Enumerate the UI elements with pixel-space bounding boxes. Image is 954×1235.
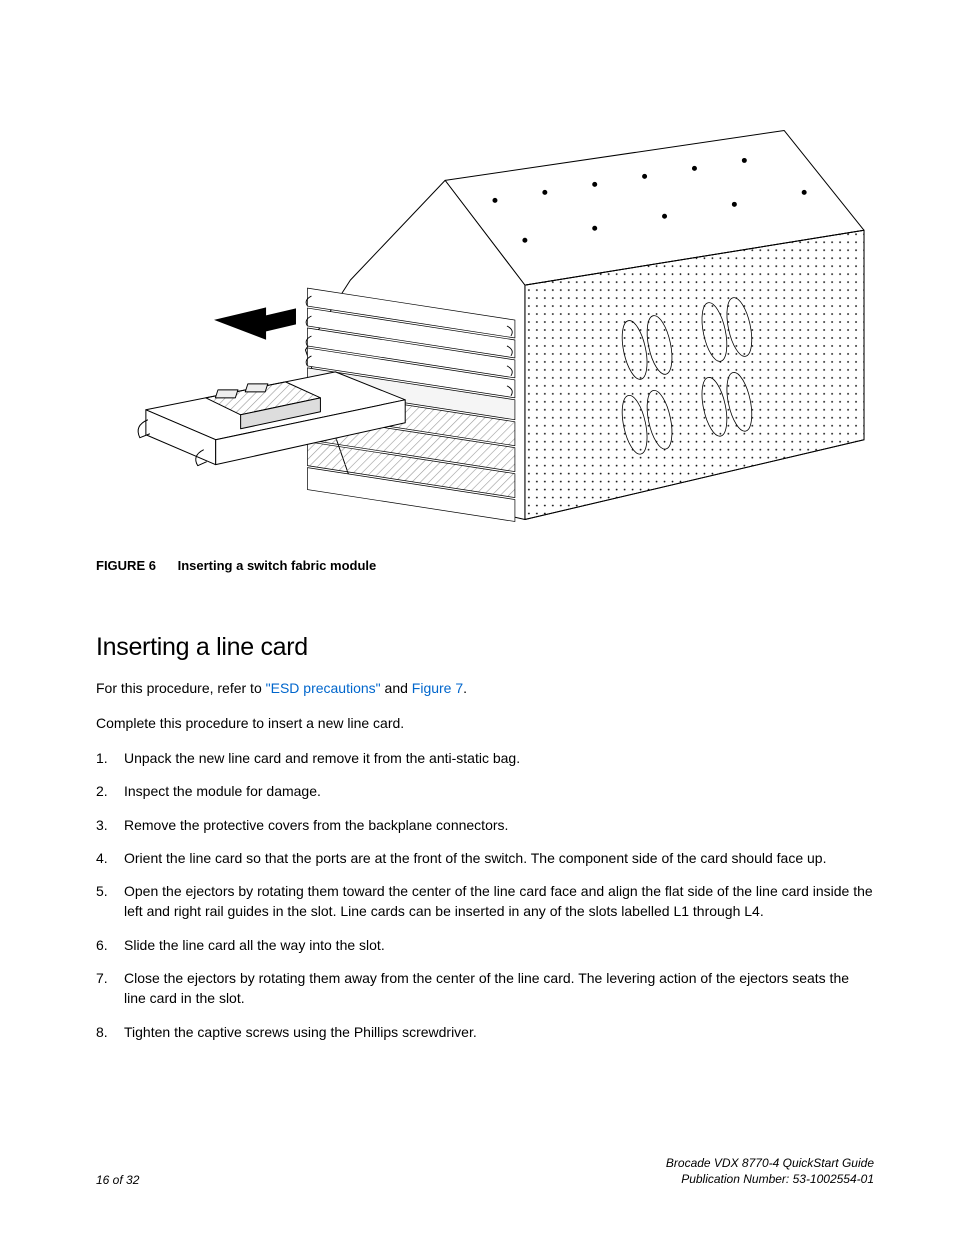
step-item: Open the ejectors by rotating them towar… xyxy=(96,881,874,922)
publication-number: Publication Number: 53-1002554-01 xyxy=(666,1171,874,1187)
figure-label: FIGURE 6 xyxy=(96,558,156,573)
page-footer: 16 of 32 Brocade VDX 8770-4 QuickStart G… xyxy=(96,1155,874,1187)
intro-suffix: . xyxy=(463,680,467,696)
figure-caption: FIGURE 6 Inserting a switch fabric modul… xyxy=(96,558,874,573)
step-item: Unpack the new line card and remove it f… xyxy=(96,748,874,768)
switch-module-diagram xyxy=(96,120,874,540)
step-item: Slide the line card all the way into the… xyxy=(96,935,874,955)
step-item: Inspect the module for damage. xyxy=(96,781,874,801)
intro-paragraph: For this procedure, refer to "ESD precau… xyxy=(96,678,874,699)
step-item: Remove the protective covers from the ba… xyxy=(96,815,874,835)
step-item: Orient the line card so that the ports a… xyxy=(96,848,874,868)
insert-arrow-icon xyxy=(216,308,296,339)
doc-title: Brocade VDX 8770-4 QuickStart Guide xyxy=(666,1155,874,1171)
esd-precautions-link[interactable]: "ESD precautions" xyxy=(266,680,381,696)
step-item: Tighten the captive screws using the Phi… xyxy=(96,1022,874,1042)
figure-illustration xyxy=(96,120,874,540)
figure-7-link[interactable]: Figure 7 xyxy=(412,680,463,696)
procedure-steps: Unpack the new line card and remove it f… xyxy=(96,748,874,1042)
page-number: 16 of 32 xyxy=(96,1173,139,1187)
section-heading: Inserting a line card xyxy=(96,633,874,662)
intro-prefix: For this procedure, refer to xyxy=(96,680,266,696)
sub-intro: Complete this procedure to insert a new … xyxy=(96,713,874,734)
step-item: Close the ejectors by rotating them away… xyxy=(96,968,874,1009)
figure-title: Inserting a switch fabric module xyxy=(178,558,377,573)
intro-mid: and xyxy=(381,680,412,696)
